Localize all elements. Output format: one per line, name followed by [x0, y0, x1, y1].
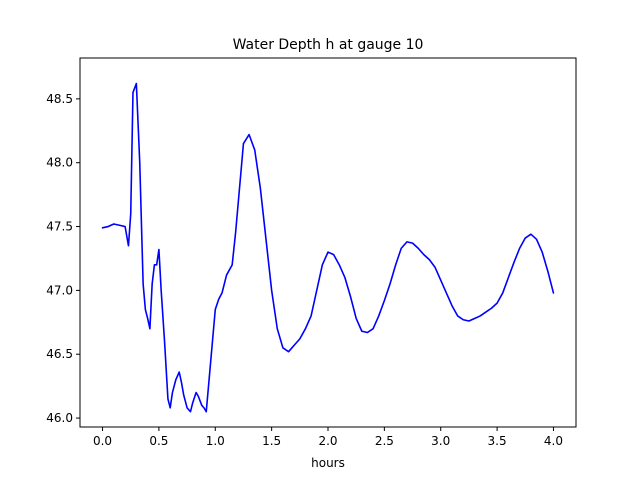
y-axis: 46.0 46.5 47.0 47.5 48.0 48.5 — [46, 92, 80, 425]
x-tick-label: 3.5 — [488, 434, 507, 448]
x-tick-label: 1.5 — [262, 434, 281, 448]
y-tick-label: 47.0 — [46, 283, 73, 297]
x-axis-label: hours — [311, 456, 345, 470]
x-tick-label: 2.5 — [375, 434, 394, 448]
series-line-water-depth — [101, 82, 555, 413]
y-tick-label: 48.5 — [46, 92, 73, 106]
x-tick-label: 2.0 — [318, 434, 337, 448]
y-tick-label: 46.5 — [46, 347, 73, 361]
y-tick-label: 46.0 — [46, 411, 73, 425]
chart-title: Water Depth h at gauge 10 — [233, 37, 424, 53]
x-tick-label: 1.0 — [206, 434, 225, 448]
x-tick-label: 0.0 — [93, 434, 112, 448]
x-axis: 0.0 0.5 1.0 1.5 2.0 2.5 3.0 3.5 4.0 — [93, 427, 563, 448]
y-tick-label: 48.0 — [46, 156, 73, 170]
x-tick-label: 4.0 — [544, 434, 563, 448]
x-tick-label: 0.5 — [149, 434, 168, 448]
y-tick-label: 47.5 — [46, 220, 73, 234]
x-tick-label: 3.0 — [431, 434, 450, 448]
